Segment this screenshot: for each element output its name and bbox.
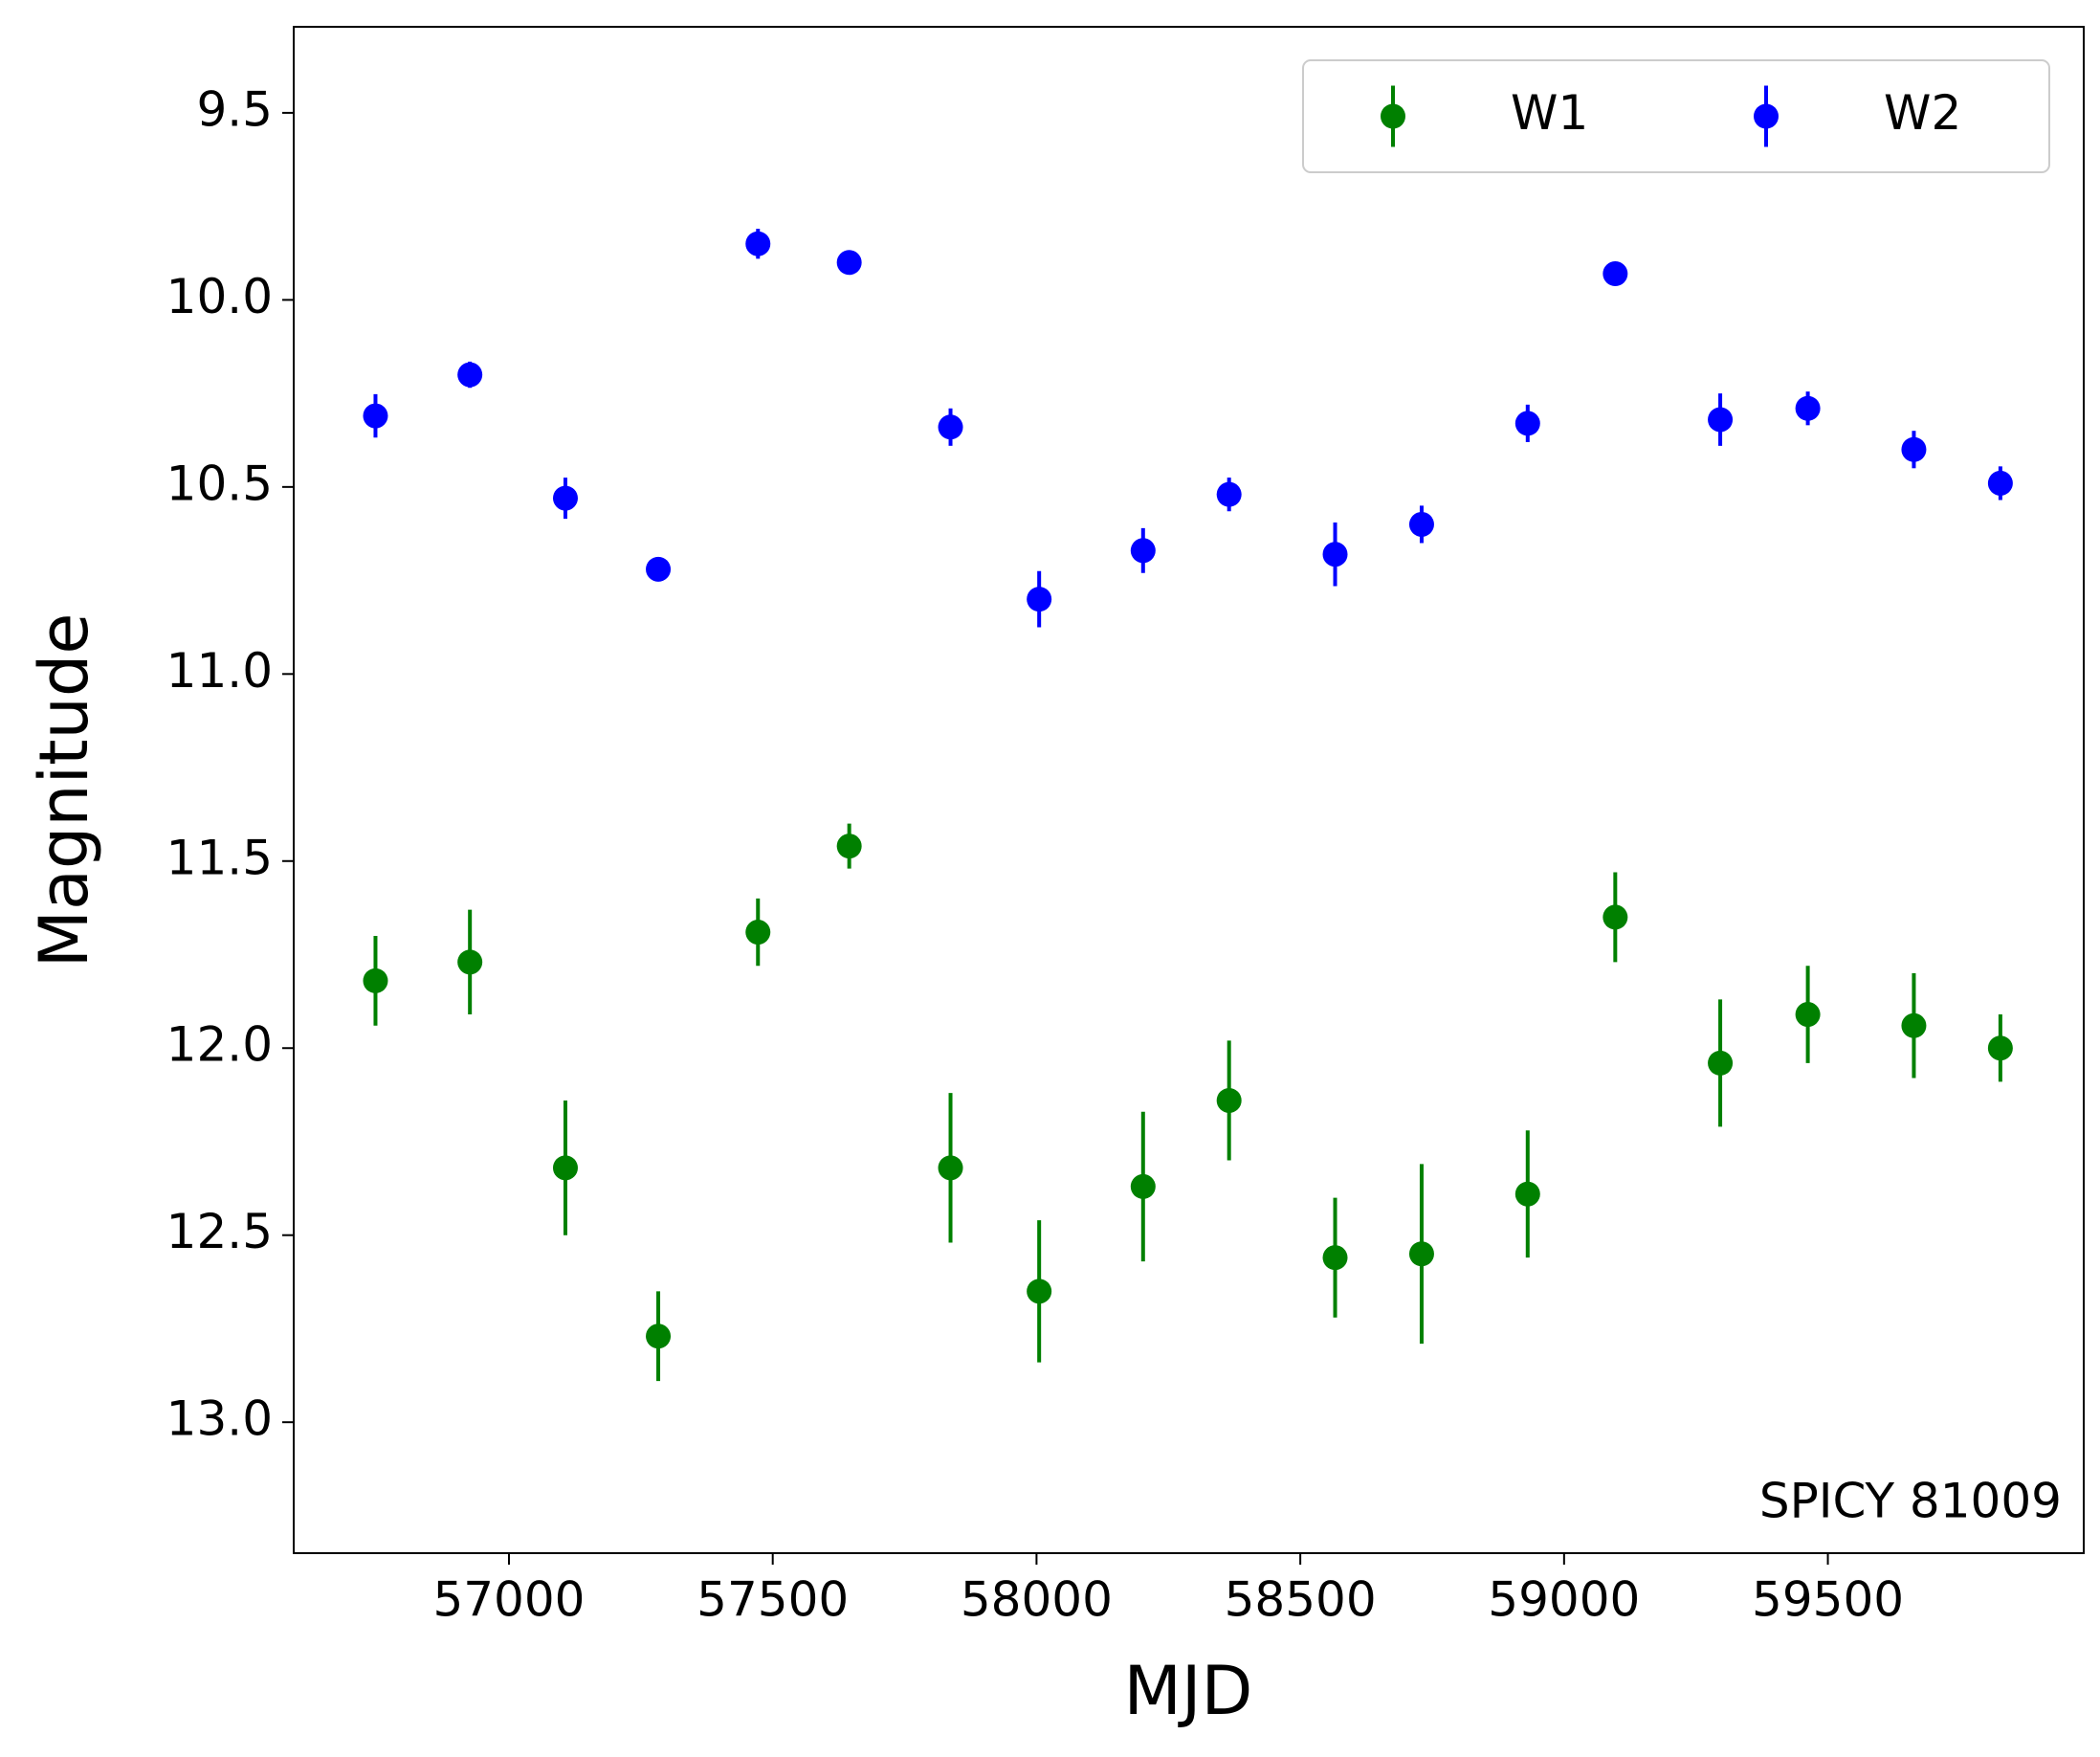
x-axis-label: MJD bbox=[1124, 1652, 1253, 1730]
marker bbox=[1603, 261, 1628, 287]
marker bbox=[552, 1155, 578, 1181]
x-tick-label: 57000 bbox=[432, 1572, 585, 1628]
legend-marker bbox=[1381, 103, 1405, 129]
marker bbox=[1987, 1035, 2013, 1061]
x-tick-label: 59500 bbox=[1752, 1572, 1904, 1628]
x-tick-label: 59000 bbox=[1488, 1572, 1640, 1628]
marker bbox=[1901, 1012, 1927, 1038]
y-tick-label: 12.5 bbox=[166, 1204, 273, 1259]
legend-label: W2 bbox=[1884, 85, 1961, 141]
marker bbox=[552, 485, 578, 511]
marker bbox=[745, 920, 771, 945]
marker bbox=[363, 403, 388, 429]
legend-marker bbox=[1754, 103, 1779, 129]
marker bbox=[646, 556, 672, 582]
marker bbox=[1216, 1087, 1242, 1113]
marker bbox=[745, 231, 771, 256]
x-tick-label: 58000 bbox=[961, 1572, 1113, 1628]
marker bbox=[646, 1323, 672, 1349]
y-tick-label: 9.5 bbox=[196, 81, 273, 137]
legend-box bbox=[1302, 59, 2050, 173]
x-tick-label: 58500 bbox=[1225, 1572, 1377, 1628]
marker bbox=[1901, 436, 1927, 462]
marker bbox=[1603, 904, 1628, 930]
marker bbox=[1795, 1002, 1821, 1028]
marker bbox=[1322, 1245, 1348, 1271]
marker bbox=[1795, 395, 1821, 421]
marker bbox=[938, 1155, 963, 1181]
x-tick-label: 57500 bbox=[696, 1572, 849, 1628]
marker bbox=[1027, 587, 1052, 612]
plot-frame bbox=[293, 26, 2085, 1554]
marker bbox=[836, 250, 862, 276]
y-tick-label: 10.0 bbox=[166, 269, 273, 324]
marker bbox=[836, 834, 862, 859]
legend-label: W1 bbox=[1511, 85, 1588, 141]
y-tick-label: 11.0 bbox=[166, 643, 273, 699]
marker bbox=[1130, 1173, 1156, 1199]
y-tick-label: 12.0 bbox=[166, 1017, 273, 1073]
marker bbox=[1708, 1050, 1734, 1076]
y-tick-label: 10.5 bbox=[166, 456, 273, 511]
marker bbox=[363, 967, 388, 993]
marker bbox=[1514, 1181, 1540, 1207]
marker bbox=[938, 414, 963, 440]
y-axis-label: Magnitude bbox=[25, 613, 103, 968]
marker bbox=[457, 949, 483, 975]
y-tick-label: 13.0 bbox=[166, 1391, 273, 1447]
y-tick-label: 11.5 bbox=[166, 830, 273, 885]
marker bbox=[1708, 407, 1734, 433]
annotation: SPICY 81009 bbox=[1759, 1474, 2062, 1529]
marker bbox=[1987, 470, 2013, 496]
marker bbox=[457, 362, 483, 388]
marker bbox=[1216, 481, 1242, 507]
marker bbox=[1027, 1279, 1052, 1304]
marker bbox=[1408, 511, 1434, 537]
marker bbox=[1322, 542, 1348, 567]
marker bbox=[1514, 411, 1540, 436]
marker bbox=[1408, 1241, 1434, 1267]
marker bbox=[1130, 538, 1156, 564]
